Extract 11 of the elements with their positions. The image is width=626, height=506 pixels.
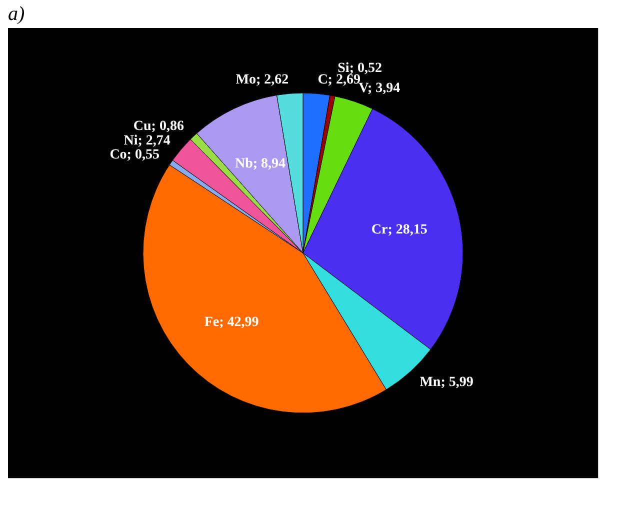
slice-label: Mo; 2,62 (236, 72, 289, 88)
slice-label: V; 3,94 (358, 81, 400, 96)
slice-label: Cr; 28,15 (371, 222, 428, 238)
slice-label: Co; 0,55 (110, 148, 160, 163)
slice-label: C; 2,69 (318, 72, 360, 88)
slice-label: Cu; 0,86 (133, 119, 184, 134)
slice-label: Ni; 2,74 (124, 133, 170, 148)
slice-label: Nb; 8,94 (234, 156, 286, 172)
chart-title: a) (8, 3, 25, 25)
slice-label: Fe; 42,99 (204, 314, 259, 330)
slice-label: Mn; 5,99 (420, 375, 474, 390)
